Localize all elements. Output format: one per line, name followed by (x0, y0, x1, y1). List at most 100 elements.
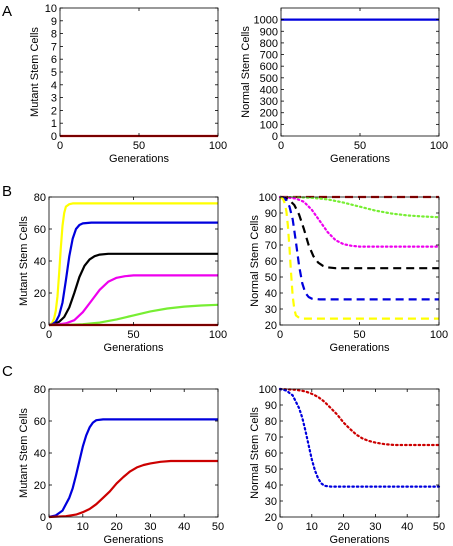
y-axis-label: Mutant Stem Cells (18, 216, 30, 306)
x-tick-label: 0 (46, 521, 52, 533)
y-tick-label: 900 (260, 26, 278, 38)
panel-label-a: A (2, 3, 12, 20)
y-tick-label: 50 (265, 272, 277, 284)
chart-3: 0 50 100 20 30 40 50 60 70 80 90 100 Generations Norm… (249, 192, 448, 354)
panel-label-b: B (2, 183, 12, 200)
y-tick-label: 30 (265, 304, 277, 316)
y-tick-label: 40 (265, 288, 277, 300)
series-line-1 (278, 195, 441, 219)
x-tick-label: 100 (209, 140, 227, 152)
y-tick-label: 400 (260, 84, 278, 96)
x-axis-label: Generations (330, 153, 390, 165)
y-tick-label: 4 (51, 80, 57, 92)
panel-label-c: C (2, 363, 13, 380)
x-tick-label: 40 (401, 521, 413, 533)
series-line-2 (278, 195, 441, 248)
series-line-0 (48, 418, 218, 519)
x-tick-label: 0 (278, 140, 284, 152)
x-tick-label: 100 (430, 140, 448, 152)
y-tick-label: 20 (34, 288, 46, 300)
series-line-4 (279, 195, 439, 301)
y-tick-label: 90 (265, 400, 277, 412)
y-tick-label: 20 (265, 512, 277, 524)
y-tick-label: 100 (260, 119, 278, 131)
x-tick-label: 50 (433, 521, 445, 533)
y-tick-label: 8 (51, 29, 57, 41)
x-axis-label: Generations (109, 153, 169, 165)
x-tick-label: 50 (133, 140, 145, 152)
y-tick-label: 500 (260, 73, 278, 85)
series-line-1 (278, 387, 441, 488)
y-tick-label: 80 (265, 224, 277, 236)
chart-1: 0 50 10001002003004005006007008009001000Ge… (240, 7, 448, 165)
y-tick-label: 30 (265, 496, 277, 508)
y-tick-label: 40 (34, 448, 46, 460)
y-axis-label: Mutant Stem Cells (29, 27, 41, 117)
series-line-0 (48, 202, 218, 326)
y-tick-label: 60 (34, 224, 46, 236)
x-tick-label: 0 (57, 140, 63, 152)
y-axis-label: Normal Stem Cells (240, 26, 252, 118)
chart-2: 0 50 100 0 20 40 60 80 Generations Mutant Stem Ce… (18, 192, 227, 354)
series-line-0 (278, 387, 441, 447)
y-tick-label: 70 (265, 240, 277, 252)
x-tick-label: 40 (178, 521, 190, 533)
x-tick-label: 10 (77, 521, 89, 533)
x-axis-label: Generations (104, 534, 164, 546)
y-tick-label: 0 (40, 512, 46, 524)
y-tick-label: 70 (265, 432, 277, 444)
plot-frame (280, 7, 440, 137)
x-axis-label: Generations (330, 342, 390, 354)
series-line-3 (48, 274, 218, 327)
x-tick-label: 0 (46, 329, 52, 341)
y-tick-label: 700 (260, 50, 278, 62)
x-tick-label: 100 (430, 329, 448, 341)
x-tick-label: 30 (369, 521, 381, 533)
x-tick-label: 30 (144, 521, 156, 533)
y-tick-label: 100 (259, 384, 277, 396)
chart-5: 0 10 20 30 40 50 20 30 40 50 60 70 80 90 100 Generation… (249, 384, 445, 546)
y-tick-label: 5 (51, 67, 57, 79)
series-line-4 (48, 303, 219, 327)
y-tick-label: 60 (34, 416, 46, 428)
y-tick-label: 600 (260, 61, 278, 73)
y-tick-label: 300 (260, 96, 278, 108)
y-tick-label: 80 (265, 416, 277, 428)
series-line-1 (48, 221, 218, 327)
x-tick-label: 50 (127, 329, 139, 341)
y-tick-label: 0 (40, 320, 46, 332)
y-tick-label: 20 (34, 480, 46, 492)
x-axis-label: Generations (330, 534, 390, 546)
x-tick-label: 10 (306, 521, 318, 533)
y-tick-label: 10 (45, 3, 57, 15)
x-tick-label: 20 (337, 521, 349, 533)
y-tick-label: 80 (34, 384, 46, 396)
x-tick-label: 50 (353, 329, 365, 341)
plot-frame (59, 7, 219, 137)
y-axis-label: Normal Stem Cells (249, 215, 261, 307)
y-tick-label: 0 (51, 131, 57, 143)
series-line-1 (48, 459, 218, 519)
x-tick-label: 0 (277, 521, 283, 533)
plot-frame (48, 388, 219, 518)
x-tick-label: 0 (277, 329, 283, 341)
x-tick-label: 100 (209, 329, 227, 341)
y-tick-label: 200 (260, 108, 278, 120)
x-tick-label: 50 (212, 521, 224, 533)
y-tick-label: 1000 (254, 15, 278, 27)
y-tick-label: 2 (51, 105, 57, 117)
x-tick-label: 50 (354, 140, 366, 152)
y-tick-label: 7 (51, 41, 57, 53)
y-tick-label: 0 (272, 131, 278, 143)
y-tick-label: 40 (265, 480, 277, 492)
y-tick-label: 100 (259, 192, 277, 204)
y-tick-label: 800 (260, 38, 278, 50)
x-tick-label: 20 (110, 521, 122, 533)
y-tick-label: 1 (51, 118, 57, 130)
series-line-3 (279, 195, 439, 270)
series-line-2 (48, 252, 218, 327)
y-tick-label: 20 (265, 320, 277, 332)
y-tick-label: 80 (34, 192, 46, 204)
